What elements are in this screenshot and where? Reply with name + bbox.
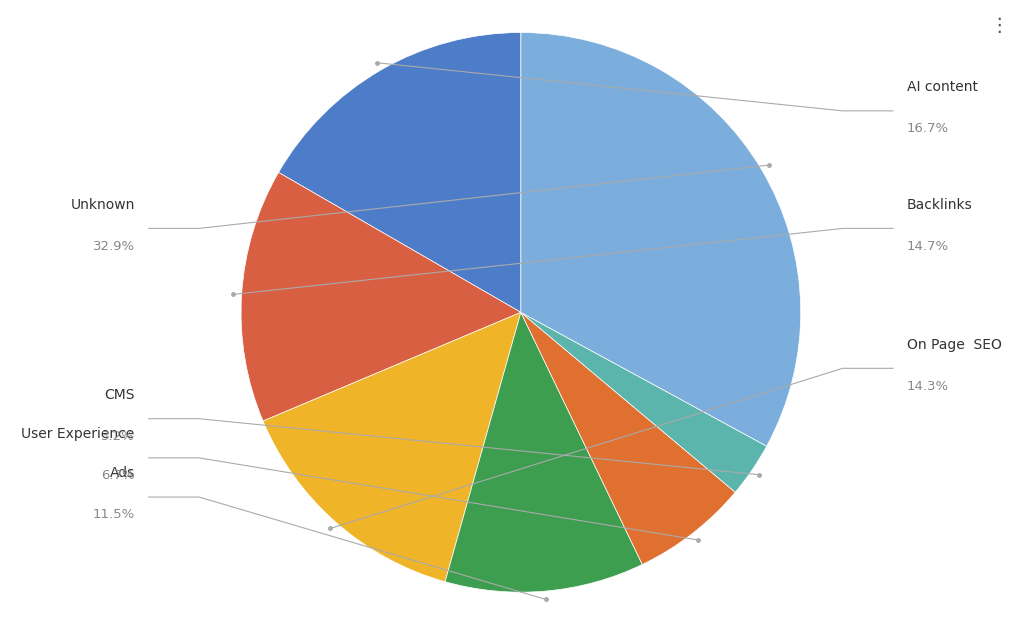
Text: ⋮: ⋮: [989, 16, 1009, 35]
Wedge shape: [263, 312, 521, 581]
Text: 3.2%: 3.2%: [101, 430, 135, 443]
Text: User Experience: User Experience: [22, 427, 135, 441]
Text: On Page  SEO: On Page SEO: [907, 337, 1001, 351]
Text: Unknown: Unknown: [71, 198, 135, 212]
Wedge shape: [521, 312, 735, 564]
Text: 16.7%: 16.7%: [907, 122, 949, 135]
Text: Backlinks: Backlinks: [907, 198, 973, 212]
Text: CMS: CMS: [104, 388, 135, 402]
Text: 11.5%: 11.5%: [92, 508, 135, 521]
Wedge shape: [241, 173, 521, 421]
Wedge shape: [279, 32, 521, 312]
Text: AI content: AI content: [907, 80, 978, 94]
Text: 14.3%: 14.3%: [907, 379, 949, 392]
Wedge shape: [445, 312, 642, 592]
Text: Ads: Ads: [110, 466, 135, 480]
Text: 32.9%: 32.9%: [92, 240, 135, 253]
Wedge shape: [521, 32, 801, 446]
Wedge shape: [521, 312, 767, 492]
Text: 6.7%: 6.7%: [101, 469, 135, 482]
Text: 14.7%: 14.7%: [907, 240, 949, 253]
